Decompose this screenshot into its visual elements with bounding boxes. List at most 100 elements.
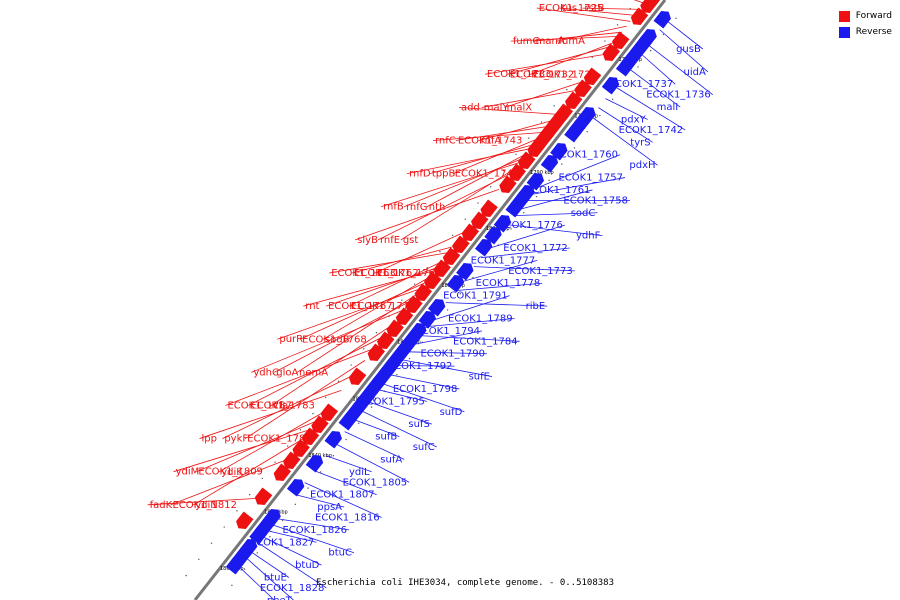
forward-gene-arrow xyxy=(348,367,367,385)
reverse-gene-label: btuD xyxy=(295,560,320,571)
reverse-gene-arrow xyxy=(653,11,671,29)
forward-gene-label: rstB xyxy=(584,3,604,14)
forward-gene-label: fumC xyxy=(513,36,540,47)
reverse-gene-arrow xyxy=(225,557,244,575)
forward-gene-label: ECOK1_1763 xyxy=(331,268,396,279)
track-dot xyxy=(586,131,588,133)
gene-leader-line xyxy=(382,383,465,413)
forward-gene-label: ECOK1_1767 xyxy=(328,301,393,312)
reverse-gene-label: ECOK1_1776 xyxy=(498,220,563,231)
reverse-gene-label: ECOK1_1778 xyxy=(476,278,541,289)
gene-leader-line xyxy=(429,143,535,175)
gene-leader-line xyxy=(335,443,410,483)
track-dot xyxy=(223,526,225,528)
forward-gene-arrow xyxy=(565,91,583,109)
track-dot xyxy=(490,186,492,188)
forward-gene-arrow xyxy=(414,283,433,301)
track-dot xyxy=(248,493,251,496)
forward-gene-arrow xyxy=(442,247,461,265)
forward-gene-arrow xyxy=(433,259,451,277)
track-dot xyxy=(396,374,398,376)
track-dot xyxy=(408,357,411,360)
track-dot xyxy=(350,364,352,366)
track-dot xyxy=(281,519,284,522)
forward-gene-arrow xyxy=(480,199,498,217)
reverse-gene-label: pdxH xyxy=(629,160,655,171)
genome-caption: Escherichia coli IHE3034, complete genom… xyxy=(316,578,615,588)
gene-leader-line xyxy=(360,410,437,448)
gene-leader-line xyxy=(582,7,640,10)
reverse-gene-label: ECOK1_1795 xyxy=(360,396,425,407)
strand-legend: Forward Reverse xyxy=(838,8,892,40)
forward-gene-arrow xyxy=(471,211,489,229)
forward-gene-label: cfa xyxy=(273,401,288,412)
gene-leader-line xyxy=(534,154,621,190)
forward-gene-arrow xyxy=(461,223,480,241)
track-dot xyxy=(286,445,289,447)
reverse-gene-label: sufE xyxy=(469,372,490,383)
gene-leader-line xyxy=(559,7,636,16)
gene-leader-line xyxy=(276,518,350,531)
track-dot xyxy=(274,461,276,463)
reverse-gene-arrow xyxy=(446,275,465,293)
gene-leader-line xyxy=(628,68,681,108)
forward-gene-label: rnfA xyxy=(481,136,502,147)
gene-leader-line xyxy=(591,116,658,166)
gene-leader-line xyxy=(374,231,467,274)
reverse-gene-label: pdxY xyxy=(621,114,647,125)
track-dot xyxy=(261,477,263,480)
track-dot xyxy=(337,380,340,382)
track-dot xyxy=(413,283,416,285)
track-dot xyxy=(540,121,543,123)
forward-gene-label: ECOK1_1762 xyxy=(354,268,419,279)
gene-leader-line xyxy=(598,107,653,143)
reverse-gene-label: gusB xyxy=(676,44,701,55)
forward-gene-arrow xyxy=(320,403,339,421)
gene-leader-line xyxy=(455,282,543,292)
gene-leader-line xyxy=(344,431,405,460)
gene-leader-line xyxy=(530,177,626,196)
forward-gene-label: ECOK1_1724 xyxy=(533,69,598,80)
forward-gene-arrow xyxy=(292,439,310,457)
gene-leader-line xyxy=(313,470,377,496)
gene-leader-line xyxy=(504,80,584,108)
forward-gene-arrow xyxy=(640,0,658,13)
forward-gene-label: add xyxy=(461,102,480,113)
gene-leader-line xyxy=(530,41,615,75)
track-dot xyxy=(459,293,462,295)
reverse-gene-label: ECOK1_1761 xyxy=(526,185,591,196)
gene-leader-line xyxy=(462,260,538,283)
track-dot xyxy=(611,98,614,101)
reverse-gene-label: ECOK1_1798 xyxy=(393,384,458,395)
gene-leader-line xyxy=(244,360,366,440)
gene-leader-line xyxy=(445,302,548,307)
forward-gene-label: rnfB xyxy=(383,202,404,213)
gene-leader-line xyxy=(222,375,354,439)
track-dot xyxy=(312,412,314,415)
gene-leader-line xyxy=(666,20,704,50)
forward-gene-label: gloA xyxy=(276,367,298,378)
legend-forward-label: Forward xyxy=(855,11,892,21)
gene-leader-line xyxy=(431,295,510,322)
forward-gene-arrow xyxy=(612,31,630,49)
gene-leader-line xyxy=(271,524,355,554)
forward-gene-label: ECOK1_1809 xyxy=(198,467,263,478)
forward-gene-label: ydiM xyxy=(176,467,200,478)
forward-gene-arrow xyxy=(273,463,292,481)
forward-gene-label: tppB xyxy=(432,169,456,180)
forward-gene-arrow xyxy=(405,295,423,313)
forward-gene-label: ECOK1_1764 xyxy=(377,268,442,279)
reverse-swatch xyxy=(838,26,850,38)
forward-gene-label: purR xyxy=(279,334,303,345)
forward-gene-label: slyB xyxy=(357,235,378,246)
gene-leader-line xyxy=(455,125,549,141)
gene-leader-line xyxy=(487,224,565,250)
gene-leader-line xyxy=(170,458,288,506)
track-dot xyxy=(210,542,213,544)
gene-leader-line xyxy=(325,266,438,307)
forward-gene-labels: ydgHrstAarcDrstBtusECOK1_1725fumAmanAfum… xyxy=(147,0,648,511)
forward-gene-label: ydiK xyxy=(221,467,243,478)
gene-leader-line xyxy=(267,530,317,543)
track-dot xyxy=(231,584,233,587)
reverse-gene-label: btuC xyxy=(328,548,352,559)
